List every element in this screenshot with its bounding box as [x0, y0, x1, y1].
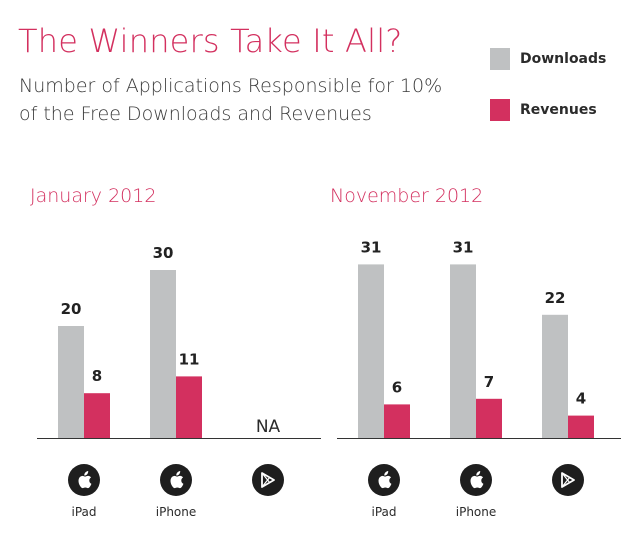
apple-icon	[160, 464, 192, 496]
data-label-downloads: 31	[453, 238, 474, 256]
bar-revenues	[176, 376, 202, 438]
data-label-downloads: 20	[61, 300, 82, 318]
legend-swatch-revenues	[490, 99, 510, 121]
legend-swatch-downloads	[490, 48, 510, 70]
apple-glyph	[378, 471, 392, 489]
chart-panel-january-2012: January 2012 20 8 30 11 NA iPad iPhone	[30, 175, 330, 530]
data-label-downloads: 31	[361, 238, 382, 256]
data-label-revenues: 11	[179, 350, 200, 368]
bar-downloads	[450, 264, 476, 438]
category-label: iPad	[71, 505, 97, 519]
chart-title: The Winners Take It All?	[18, 22, 403, 60]
data-label-downloads: 30	[153, 244, 174, 262]
legend-label-revenues: Revenues	[520, 102, 597, 118]
data-label-revenues: 8	[92, 367, 102, 385]
google-play-icon	[552, 464, 584, 496]
bar-revenues	[476, 398, 502, 438]
data-label-downloads: 22	[545, 289, 566, 307]
bar-downloads	[150, 270, 176, 438]
apple-icon	[68, 464, 100, 496]
bar-revenues	[568, 415, 594, 438]
data-label-revenues: 7	[484, 373, 494, 391]
bar-chart: 31 6 31 7 22 4	[337, 238, 621, 439]
play-glyph	[561, 472, 575, 488]
bar-chart: 20 8 30 11 NA	[37, 244, 321, 439]
bar-downloads	[58, 326, 84, 438]
panel-title: January 2012	[30, 185, 157, 207]
bar-revenues	[384, 404, 410, 438]
category-label: iPhone	[455, 505, 497, 519]
missing-data-label: NA	[256, 417, 281, 437]
play-glyph	[261, 472, 275, 488]
bar-downloads	[358, 264, 384, 438]
category-label: iPhone	[155, 505, 197, 519]
data-label-revenues: 4	[576, 390, 586, 408]
chart-panel-november-2012: November 2012 31 6 31 7 22 4 iPad iPhone	[330, 175, 630, 530]
bar-revenues	[84, 393, 110, 438]
apple-glyph	[470, 471, 484, 489]
data-label-revenues: 6	[392, 378, 402, 396]
apple-glyph	[78, 471, 92, 489]
apple-glyph	[170, 471, 184, 489]
google-play-icon	[252, 464, 284, 496]
bar-downloads	[542, 314, 568, 438]
category-label: iPad	[371, 505, 397, 519]
legend-label-downloads: Downloads	[520, 51, 607, 67]
panel-title: November 2012	[330, 185, 484, 207]
apple-icon	[460, 464, 492, 496]
apple-icon	[368, 464, 400, 496]
chart-subtitle: Number of Applications Responsible for 1…	[19, 75, 443, 125]
